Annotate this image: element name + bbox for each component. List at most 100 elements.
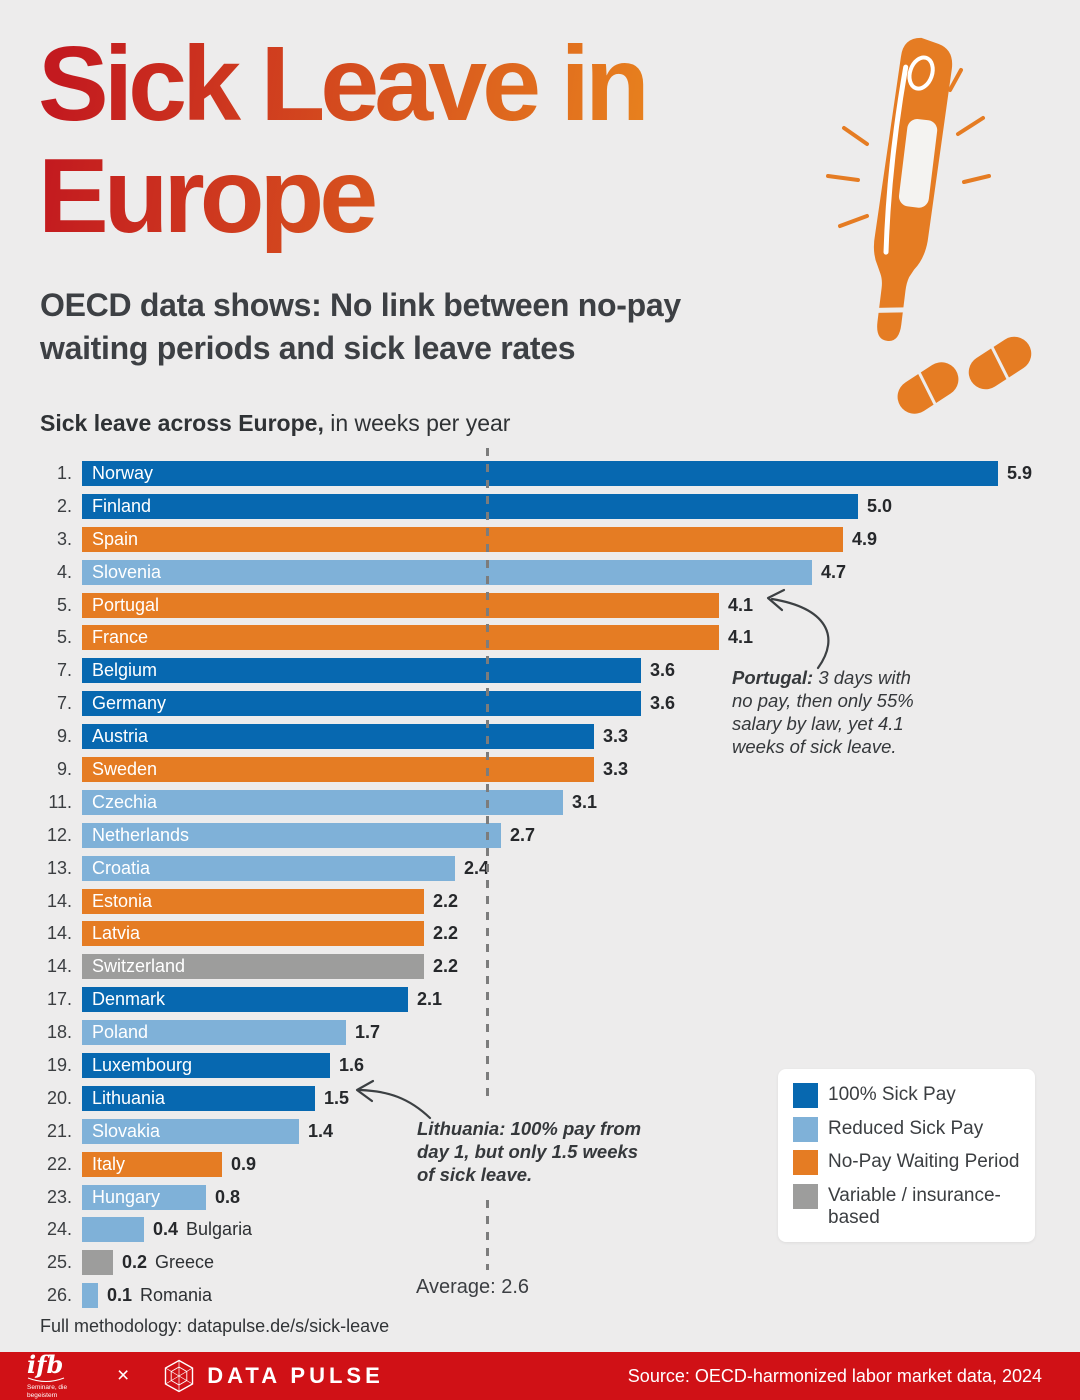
bar-value-label: 3.6 (650, 660, 676, 681)
bar-value-label: 3.1 (572, 791, 598, 812)
bar-latvia: Latvia (82, 921, 424, 947)
chart-row: 5. Portugal 4.1 (0, 589, 1080, 622)
bar-belgium: Belgium (82, 658, 641, 684)
bar-value-label: 3.6 (650, 693, 676, 714)
bar-sweden: Sweden (82, 757, 594, 783)
chart-row: 9. Austria 3.3 (0, 720, 1080, 753)
page-subtitle: OECD data shows: No link between no-pay … (40, 284, 681, 370)
bar-value-label: 1.4 (308, 1120, 334, 1141)
legend-item-nopay: No-Pay Waiting Period (793, 1150, 1025, 1175)
row-rank: 18. (46, 1022, 72, 1043)
bar-value-label: 0.8 (215, 1186, 241, 1207)
bar-country-label: France (92, 627, 149, 648)
bar-value-label: 2.1 (417, 989, 443, 1010)
row-rank: 17. (46, 989, 72, 1010)
chart-row: 9. Sweden 3.3 (0, 753, 1080, 786)
chart-row: 7. Germany 3.6 (0, 687, 1080, 720)
chart-row: 12. Netherlands 2.7 (0, 819, 1080, 852)
bar-estonia: Estonia (82, 888, 424, 914)
legend-swatch-reduced (793, 1116, 818, 1142)
bar-country-label: Luxembourg (92, 1055, 193, 1076)
bar-value-label: 2.4 (464, 857, 490, 878)
bar-netherlands: Netherlands (82, 822, 501, 848)
bar-slovenia: Slovenia (82, 559, 812, 585)
chart-row: 14. Switzerland 2.2 (0, 950, 1080, 983)
bar-greece (82, 1250, 113, 1276)
chart-row: 11. Czechia 3.1 (0, 786, 1080, 819)
row-rank: 14. (46, 923, 72, 944)
subtitle-line1: OECD data shows: No link between no-pay (40, 287, 681, 323)
row-rank: 24. (46, 1219, 72, 1240)
bar-value-label: 5.9 (1007, 462, 1033, 483)
bar-country-label: Croatia (92, 857, 151, 878)
page-title: Sick Leave in Europe (38, 28, 645, 253)
bar-bulgaria (82, 1217, 144, 1243)
bar-value-label: 2.2 (433, 890, 459, 911)
bar-country-label: Estonia (92, 890, 153, 911)
bar-country-label: Portugal (92, 594, 160, 615)
chart-heading: Sick leave across Europe, in weeks per y… (40, 410, 510, 437)
source-note: Source: OECD-harmonized labor market dat… (627, 1365, 1042, 1386)
ifb-tagline: Seminare, die begeistern (27, 1383, 68, 1399)
chart-row: 14. Estonia 2.2 (0, 885, 1080, 918)
bar-croatia: Croatia (82, 855, 455, 881)
bar-value-label: 1.5 (324, 1087, 350, 1108)
bar-value-label: 0.2 Greece (122, 1252, 215, 1273)
chart-row: 17. Denmark 2.1 (0, 983, 1080, 1016)
bar-value-label: 4.1 (728, 627, 754, 648)
bar-luxembourg: Luxembourg (82, 1053, 330, 1079)
bar-country-label: Germany (92, 693, 167, 714)
row-rank: 13. (46, 857, 72, 878)
bar-country-label: Romania (140, 1285, 213, 1306)
row-rank: 1. (56, 463, 72, 483)
bar-switzerland: Switzerland (82, 954, 424, 980)
bar-value-label: 1.6 (339, 1054, 365, 1075)
bar-poland: Poland (82, 1020, 346, 1046)
ifb-logo-text: ifb (27, 1349, 64, 1379)
bar-country-label: Slovakia (92, 1120, 161, 1141)
bar-country-label: Netherlands (92, 824, 190, 845)
bar-country-label: Hungary (92, 1186, 161, 1207)
bar-slovakia: Slovakia (82, 1118, 299, 1144)
chart-row: 24. 0.4 Bulgaria (0, 1213, 1080, 1246)
bar-value-label: 2.2 (433, 923, 459, 944)
bar-value-label: 1.7 (355, 1022, 381, 1043)
row-rank: 5. (56, 627, 72, 648)
bar-italy: Italy (82, 1151, 222, 1177)
chart-row: 18. Poland 1.7 (0, 1016, 1080, 1049)
rays-icon (826, 68, 991, 228)
chart-row: 26. 0.1 Romania (0, 1279, 1080, 1312)
row-rank: 19. (46, 1055, 72, 1076)
bar-norway: Norway (82, 461, 998, 486)
bar-value-label: 3.3 (603, 758, 629, 779)
pill-icon (968, 336, 1032, 390)
legend-swatch-full (793, 1083, 818, 1108)
chart-row: 23. Hungary 0.8 (0, 1181, 1080, 1214)
bar-value-label: 4.9 (852, 528, 878, 549)
legend-label: Variable / insurance-based (828, 1184, 1001, 1228)
bar-value-label: 0.1 Romania (107, 1285, 213, 1306)
bar-germany: Germany (82, 691, 641, 717)
collab-cross-icon: × (117, 1364, 130, 1387)
row-rank: 23. (46, 1186, 72, 1207)
annotation-lithuania-text: 100% pay from day 1, but only 1.5 weeks … (417, 1118, 642, 1185)
row-rank: 4. (56, 561, 72, 582)
row-rank: 21. (46, 1120, 72, 1141)
row-rank: 3. (56, 528, 72, 549)
datapulse-hexagon-icon (165, 1359, 194, 1393)
bar-value-label: 4.7 (821, 561, 847, 582)
row-rank: 7. (56, 660, 72, 681)
datapulse-logo-text: DATA PULSE (207, 1363, 384, 1388)
chart-row: 5. France 4.1 (0, 621, 1080, 654)
row-rank: 26. (46, 1285, 72, 1306)
legend-item-reduced: Reduced Sick Pay (793, 1116, 1025, 1142)
row-rank: 7. (56, 693, 72, 714)
row-rank: 14. (46, 956, 72, 977)
legend: 100% Sick Pay Reduced Sick Pay No-Pay Wait… (778, 1069, 1035, 1242)
row-rank: 9. (56, 759, 72, 780)
legend-label: Reduced Sick Pay (828, 1117, 984, 1139)
bar-value-label: 5.0 (867, 495, 893, 516)
row-rank: 20. (46, 1087, 72, 1108)
datapulse-logo: DATA PULSE (163, 1359, 383, 1393)
bar-country-label: Greece (155, 1252, 215, 1273)
